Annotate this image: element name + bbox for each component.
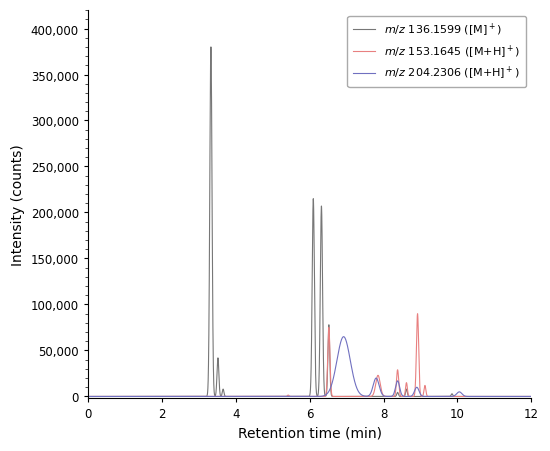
$m/z$ 136.1599 ([M]$^+$) bbox=[414, 394, 420, 399]
Line: $m/z$ 136.1599 ([M]$^+$): $m/z$ 136.1599 ([M]$^+$) bbox=[88, 48, 531, 396]
$m/z$ 153.1645 ([M+H]$^+$) bbox=[325, 328, 332, 334]
$m/z$ 136.1599 ([M]$^+$) bbox=[114, 394, 121, 399]
$m/z$ 136.1599 ([M]$^+$) bbox=[85, 394, 91, 399]
$m/z$ 136.1599 ([M]$^+$) bbox=[351, 394, 358, 399]
$m/z$ 153.1645 ([M+H]$^+$) bbox=[85, 394, 91, 399]
$m/z$ 204.2306 ([M+H]$^+$) bbox=[325, 389, 332, 395]
$m/z$ 136.1599 ([M]$^+$) bbox=[191, 394, 198, 399]
$m/z$ 204.2306 ([M+H]$^+$) bbox=[85, 394, 91, 399]
$m/z$ 204.2306 ([M+H]$^+$) bbox=[191, 394, 198, 399]
$m/z$ 204.2306 ([M+H]$^+$) bbox=[255, 394, 261, 399]
$m/z$ 153.1645 ([M+H]$^+$) bbox=[255, 394, 261, 399]
Legend: $m/z$ 136.1599 ([M]$^+$), $m/z$ 153.1645 ([M+H]$^+$), $m/z$ 204.2306 ([M+H]$^+$): $m/z$ 136.1599 ([M]$^+$), $m/z$ 153.1645… bbox=[347, 17, 526, 88]
Line: $m/z$ 153.1645 ([M+H]$^+$): $m/z$ 153.1645 ([M+H]$^+$) bbox=[88, 314, 531, 396]
$m/z$ 153.1645 ([M+H]$^+$) bbox=[414, 320, 420, 326]
$m/z$ 136.1599 ([M]$^+$) bbox=[255, 394, 261, 399]
$m/z$ 204.2306 ([M+H]$^+$) bbox=[114, 394, 121, 399]
Y-axis label: Intensity (counts): Intensity (counts) bbox=[11, 144, 25, 266]
$m/z$ 136.1599 ([M]$^+$) bbox=[528, 394, 535, 399]
$m/z$ 153.1645 ([M+H]$^+$) bbox=[351, 394, 358, 399]
X-axis label: Retention time (min): Retention time (min) bbox=[238, 426, 382, 440]
$m/z$ 153.1645 ([M+H]$^+$) bbox=[528, 394, 535, 399]
$m/z$ 204.2306 ([M+H]$^+$) bbox=[528, 394, 535, 399]
$m/z$ 204.2306 ([M+H]$^+$) bbox=[351, 380, 358, 385]
Line: $m/z$ 204.2306 ([M+H]$^+$): $m/z$ 204.2306 ([M+H]$^+$) bbox=[88, 337, 531, 396]
$m/z$ 153.1645 ([M+H]$^+$) bbox=[191, 394, 198, 399]
$m/z$ 153.1645 ([M+H]$^+$) bbox=[114, 394, 121, 399]
$m/z$ 204.2306 ([M+H]$^+$) bbox=[340, 334, 347, 340]
$m/z$ 136.1599 ([M]$^+$) bbox=[207, 45, 214, 51]
$m/z$ 153.1645 ([M+H]$^+$) bbox=[414, 311, 421, 317]
$m/z$ 136.1599 ([M]$^+$) bbox=[325, 327, 332, 332]
$m/z$ 204.2306 ([M+H]$^+$) bbox=[414, 385, 420, 390]
